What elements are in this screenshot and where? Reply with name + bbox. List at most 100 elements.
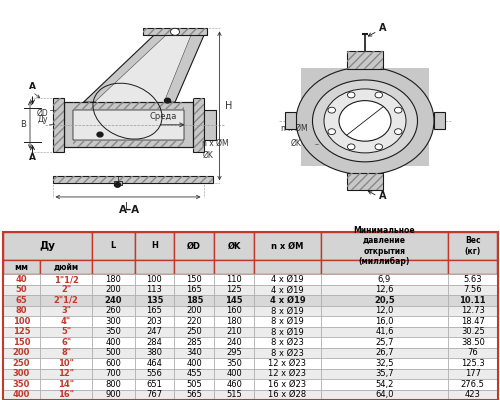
Bar bbox=[448, 358, 498, 368]
Bar bbox=[143, 28, 207, 35]
Circle shape bbox=[348, 92, 355, 98]
Text: 165: 165 bbox=[146, 306, 162, 316]
Text: 16,0: 16,0 bbox=[375, 317, 394, 326]
Text: 65: 65 bbox=[16, 296, 28, 305]
Text: Среда: Среда bbox=[150, 112, 178, 121]
Text: 145: 145 bbox=[226, 296, 243, 305]
Text: 423: 423 bbox=[465, 390, 480, 399]
Text: 76: 76 bbox=[468, 348, 478, 357]
Text: 7.56: 7.56 bbox=[464, 286, 482, 294]
Bar bbox=[448, 390, 498, 400]
Bar bbox=[2, 390, 40, 400]
Text: H: H bbox=[151, 241, 158, 250]
Text: А: А bbox=[379, 191, 386, 201]
Circle shape bbox=[312, 80, 418, 162]
Bar bbox=[214, 285, 254, 295]
Bar bbox=[174, 285, 214, 295]
Text: 800: 800 bbox=[105, 380, 121, 389]
Circle shape bbox=[375, 92, 382, 98]
Polygon shape bbox=[84, 35, 204, 102]
Bar bbox=[52, 98, 64, 152]
Text: А: А bbox=[379, 23, 386, 33]
Text: 10": 10" bbox=[58, 359, 74, 368]
Bar bbox=[64, 102, 192, 148]
Text: 165: 165 bbox=[186, 286, 202, 294]
Text: 125: 125 bbox=[12, 328, 30, 336]
Bar bbox=[40, 390, 92, 400]
Bar bbox=[448, 260, 498, 274]
Text: 651: 651 bbox=[146, 380, 162, 389]
Bar bbox=[448, 316, 498, 327]
Bar bbox=[254, 232, 321, 260]
Text: 285: 285 bbox=[186, 338, 202, 347]
Bar bbox=[40, 260, 92, 274]
Bar bbox=[254, 368, 321, 379]
Bar bbox=[347, 173, 383, 190]
Bar bbox=[214, 316, 254, 327]
Bar bbox=[448, 295, 498, 306]
Text: 35,7: 35,7 bbox=[375, 369, 394, 378]
Bar bbox=[448, 306, 498, 316]
Bar bbox=[254, 316, 321, 327]
Text: 38.50: 38.50 bbox=[461, 338, 484, 347]
Text: 210: 210 bbox=[226, 328, 242, 336]
Text: 16 х Ø23: 16 х Ø23 bbox=[268, 380, 306, 389]
Bar bbox=[2, 306, 40, 316]
Text: дюйм: дюйм bbox=[54, 262, 78, 272]
Bar bbox=[321, 274, 448, 285]
Circle shape bbox=[170, 28, 179, 35]
Text: А–А: А–А bbox=[120, 204, 141, 214]
Text: 276.5: 276.5 bbox=[461, 380, 484, 389]
Bar bbox=[92, 232, 134, 260]
Bar bbox=[143, 28, 207, 35]
Bar bbox=[254, 337, 321, 348]
Text: ØK: ØK bbox=[228, 241, 241, 250]
Text: 40: 40 bbox=[16, 275, 27, 284]
Bar bbox=[448, 327, 498, 337]
Text: 250: 250 bbox=[12, 359, 30, 368]
Text: 240: 240 bbox=[226, 338, 242, 347]
Bar bbox=[214, 390, 254, 400]
Text: 203: 203 bbox=[146, 317, 162, 326]
Bar bbox=[92, 316, 134, 327]
Text: 8 х Ø19: 8 х Ø19 bbox=[271, 317, 304, 326]
Bar bbox=[2, 379, 40, 390]
Circle shape bbox=[348, 144, 355, 150]
Bar bbox=[92, 306, 134, 316]
Polygon shape bbox=[94, 35, 191, 102]
Bar bbox=[40, 274, 92, 285]
Text: 12.73: 12.73 bbox=[461, 306, 484, 316]
Text: 464: 464 bbox=[146, 359, 162, 368]
Text: 505: 505 bbox=[186, 380, 202, 389]
Text: 460: 460 bbox=[226, 380, 242, 389]
Bar bbox=[254, 306, 321, 316]
Bar bbox=[52, 98, 64, 152]
Bar bbox=[214, 337, 254, 348]
Bar bbox=[134, 260, 174, 274]
Text: 500: 500 bbox=[106, 348, 121, 357]
Bar bbox=[321, 306, 448, 316]
Text: L: L bbox=[125, 202, 131, 212]
Bar bbox=[321, 379, 448, 390]
Bar bbox=[174, 348, 214, 358]
Text: 135: 135 bbox=[146, 296, 163, 305]
Circle shape bbox=[375, 144, 382, 150]
Bar bbox=[254, 348, 321, 358]
Text: 700: 700 bbox=[105, 369, 121, 378]
Text: 400: 400 bbox=[186, 359, 202, 368]
Bar bbox=[72, 110, 184, 140]
Bar bbox=[134, 295, 174, 306]
Text: 260: 260 bbox=[105, 306, 121, 316]
Bar bbox=[214, 358, 254, 368]
Bar bbox=[40, 348, 92, 358]
Bar bbox=[92, 379, 134, 390]
Bar bbox=[321, 348, 448, 358]
Text: 8 х Ø19: 8 х Ø19 bbox=[271, 328, 304, 336]
Bar bbox=[321, 390, 448, 400]
Text: 350: 350 bbox=[105, 328, 121, 336]
Bar bbox=[92, 285, 134, 295]
Text: 100: 100 bbox=[12, 317, 30, 326]
Bar bbox=[2, 285, 40, 295]
Bar bbox=[448, 368, 498, 379]
Text: 2"1/2: 2"1/2 bbox=[54, 296, 78, 305]
